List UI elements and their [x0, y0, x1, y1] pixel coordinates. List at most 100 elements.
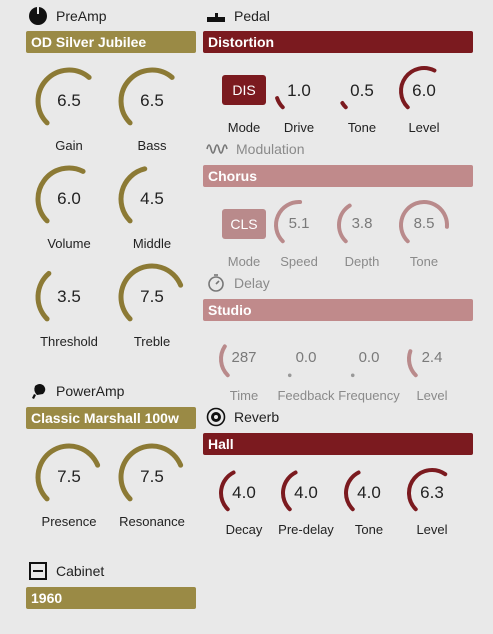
- knob-dial[interactable]: [279, 332, 333, 386]
- pedal-effect-select[interactable]: Distortion: [203, 31, 473, 53]
- knob-value: 6.0: [412, 81, 436, 100]
- knob-dial[interactable]: [279, 466, 333, 520]
- knob-arc: [407, 468, 448, 512]
- reverb-knob-tone[interactable]: 4.0 Tone: [329, 466, 409, 537]
- knob-dial[interactable]: [34, 164, 104, 234]
- knob-dial[interactable]: [34, 262, 104, 332]
- knob-label: Treble: [133, 334, 171, 349]
- knob-label: Bass: [137, 138, 167, 153]
- pedal-header: Pedal: [206, 6, 270, 26]
- knob-dial[interactable]: [397, 198, 451, 252]
- knob-arc: [340, 101, 348, 110]
- modulation-knob-tone[interactable]: 8.5 Tone: [384, 198, 464, 269]
- knob-label: Level: [416, 522, 448, 537]
- knob-value: 0.5: [350, 81, 374, 100]
- knob-value: 6.0: [57, 189, 81, 208]
- speaker-icon: [206, 407, 226, 427]
- cabinet-icon: [29, 562, 47, 580]
- knob-label: Decay: [225, 522, 263, 537]
- knob-dial[interactable]: [272, 64, 326, 118]
- knob-dial[interactable]: [342, 466, 396, 520]
- knob-arc: [35, 270, 52, 322]
- knob-dial[interactable]: [335, 64, 389, 118]
- knob-dial[interactable]: [397, 64, 451, 118]
- knob-label: Resonance: [119, 514, 185, 529]
- poweramp-model-select[interactable]: Classic Marshall 100w: [26, 407, 196, 429]
- poweramp-title: PowerAmp: [56, 383, 125, 399]
- knob-arc: [118, 166, 148, 224]
- pedal-title: Pedal: [234, 8, 270, 24]
- knob-dot: [350, 373, 355, 378]
- knob-label: Volume: [47, 236, 91, 251]
- knob-dial[interactable]: [117, 262, 187, 332]
- preamp-knob-gain[interactable]: 6.5 Gain: [29, 66, 109, 153]
- knob-label: Level: [416, 388, 448, 403]
- delay-title: Delay: [234, 275, 270, 291]
- wave-icon: [206, 144, 228, 154]
- delay-knob-feedback[interactable]: 0.0 Feedback: [266, 332, 346, 403]
- pedal-knob-drive[interactable]: 1.0 Drive: [259, 64, 339, 135]
- knob-dial[interactable]: [117, 442, 187, 512]
- knob-arc: [35, 443, 101, 502]
- delay-knob-frequency[interactable]: 0.0 Frequency: [329, 332, 409, 403]
- knob-value: 7.5: [57, 467, 81, 486]
- reverb-effect-select[interactable]: Hall: [203, 433, 473, 455]
- knob-label: Speed: [280, 254, 318, 269]
- knob-dial[interactable]: [217, 466, 271, 520]
- knob-dial[interactable]: [34, 66, 104, 136]
- knob-label: Depth: [344, 254, 380, 269]
- delay-knob-time[interactable]: 287 Time: [204, 332, 284, 403]
- modulation-knob-depth[interactable]: 3.8 Depth: [322, 198, 402, 269]
- power-plug-icon: [32, 384, 46, 399]
- knob-dial[interactable]: [405, 466, 459, 520]
- preamp-knob-middle[interactable]: 4.5 Middle: [112, 164, 192, 251]
- cabinet-model-select[interactable]: 1960: [26, 587, 196, 609]
- preamp-title: PreAmp: [56, 8, 107, 24]
- knob-arc: [344, 470, 361, 512]
- modulation-mode-button[interactable]: CLS: [222, 209, 266, 239]
- delay-effect-select[interactable]: Studio: [203, 299, 473, 321]
- reverb-knob-decay[interactable]: 4.0 Decay: [204, 466, 284, 537]
- knob-label: Tone: [347, 120, 377, 135]
- knob-arc: [35, 67, 92, 126]
- knob-value: 3.8: [351, 215, 373, 232]
- preamp-knob-volume[interactable]: 6.0 Volume: [29, 164, 109, 251]
- knob-label: Tone: [354, 522, 384, 537]
- knob-value: 6.5: [57, 91, 81, 110]
- knob-label: Gain: [55, 138, 83, 153]
- knob-value: 4.0: [294, 483, 318, 502]
- cabinet-title: Cabinet: [56, 563, 105, 579]
- preamp-knob-bass[interactable]: 6.5 Bass: [112, 66, 192, 153]
- reverb-knob-level[interactable]: 6.3 Level: [392, 466, 472, 537]
- reverb-knob-pre-delay[interactable]: 4.0 Pre-delay: [266, 466, 346, 537]
- knob-dial[interactable]: [117, 164, 187, 234]
- knob-value: 7.5: [140, 467, 164, 486]
- pedal-knob-tone[interactable]: 0.5 Tone: [322, 64, 402, 135]
- poweramp-knob-resonance[interactable]: 7.5 Resonance: [112, 442, 192, 529]
- knob-arc: [275, 96, 285, 110]
- poweramp-header: PowerAmp: [28, 381, 124, 401]
- pedal-knob-level[interactable]: 6.0 Level: [384, 64, 464, 135]
- knob-dial[interactable]: [342, 332, 396, 386]
- knob-value: 2.4: [421, 349, 443, 366]
- knob-dial[interactable]: [335, 198, 389, 252]
- poweramp-knob-presence[interactable]: 7.5 Presence: [29, 442, 109, 529]
- delay-knob-level[interactable]: 2.4 Level: [392, 332, 472, 403]
- preamp-knob-treble[interactable]: 7.5 Treble: [112, 262, 192, 349]
- knob-value: 287: [231, 349, 257, 366]
- reverb-title: Reverb: [234, 409, 280, 425]
- modulation-knob-speed[interactable]: 5.1 Speed: [259, 198, 339, 269]
- knob-dial[interactable]: [117, 66, 187, 136]
- knob-dial[interactable]: [34, 442, 104, 512]
- knob-dial[interactable]: [217, 332, 271, 386]
- knob-arc: [118, 263, 184, 322]
- knob-dial[interactable]: [272, 198, 326, 252]
- preamp-model-select[interactable]: OD Silver Jubilee: [26, 31, 196, 53]
- knob-label: Feedback: [277, 388, 335, 403]
- pedal-mode-button[interactable]: DIS: [222, 75, 266, 105]
- knob-arc: [219, 470, 236, 512]
- knob-value: 7.5: [140, 287, 164, 306]
- knob-dial[interactable]: [405, 332, 459, 386]
- preamp-knob-threshold[interactable]: 3.5 Threshold: [29, 262, 109, 349]
- modulation-effect-select[interactable]: Chorus: [203, 165, 473, 187]
